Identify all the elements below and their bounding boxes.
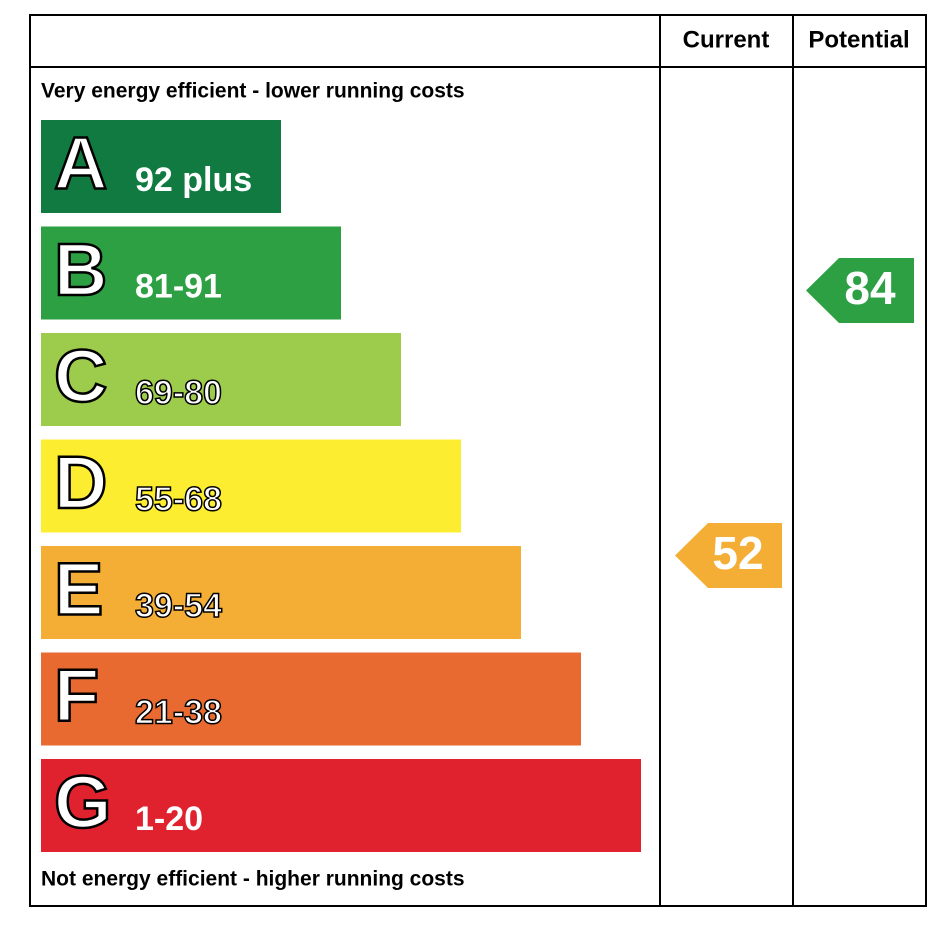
band-letter: F — [54, 654, 99, 737]
band-letter: A — [54, 122, 107, 205]
bottom-note: Not energy efficient - higher running co… — [41, 868, 465, 891]
band-bar — [41, 546, 521, 639]
current-value: 52 — [712, 527, 763, 579]
band-range: 69-80 — [135, 374, 222, 412]
header-current: Current — [683, 26, 770, 53]
band-range: 81-91 — [135, 267, 222, 305]
potential-value: 84 — [844, 262, 896, 314]
potential-arrow — [806, 258, 914, 323]
band-range: 39-54 — [135, 587, 222, 625]
band-range: 55-68 — [135, 480, 222, 518]
band-bar — [41, 759, 641, 852]
band-letter: D — [54, 441, 107, 524]
band-range: 1-20 — [135, 800, 203, 838]
band-bar — [41, 439, 461, 533]
band-letter: B — [54, 228, 107, 311]
band-bar — [41, 226, 341, 320]
band-letter: C — [54, 335, 107, 418]
band-range: 92 plus — [135, 161, 252, 199]
band-bar — [41, 652, 581, 746]
band-range: 21-38 — [135, 693, 222, 731]
current-arrow — [675, 523, 782, 588]
top-note: Very energy efficient - lower running co… — [41, 80, 465, 103]
band-bar — [41, 333, 401, 426]
band-letter: E — [54, 548, 103, 631]
bands: A 92 plus B 81-91 C 69-80 D 55-68 E 39-54 F 21-38 G 1… — [41, 120, 641, 852]
band-bar — [41, 120, 281, 213]
band-letter: G — [54, 761, 112, 844]
header-potential: Potential — [808, 26, 909, 53]
